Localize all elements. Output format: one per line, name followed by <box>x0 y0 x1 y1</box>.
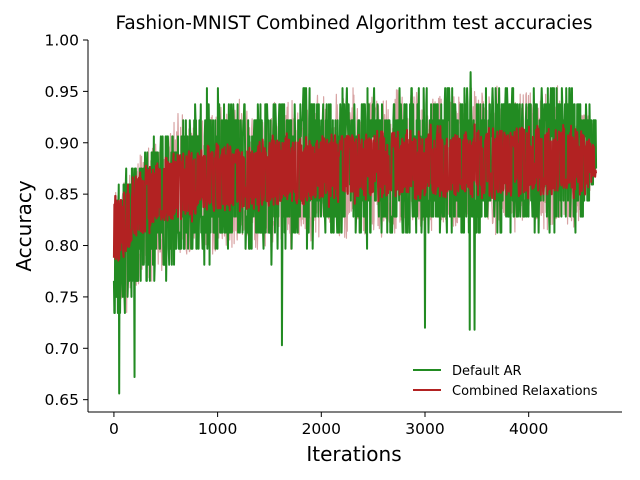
y-tick-label: 1.00 <box>44 32 79 50</box>
y-tick-label: 0.95 <box>44 83 79 101</box>
x-tick-label: 0 <box>109 420 119 438</box>
x-tick-label: 1000 <box>198 420 237 438</box>
y-tick-label: 0.90 <box>44 134 79 152</box>
y-tick-label: 0.65 <box>44 391 79 409</box>
x-axis-ticks: 0 1000 2000 3000 4000 <box>109 412 548 438</box>
series-line-combined-relaxations <box>112 123 598 262</box>
legend-label-default-ar: Default AR <box>452 364 522 379</box>
y-tick-label: 0.70 <box>44 340 79 358</box>
plot-area <box>112 71 598 395</box>
x-tick-label: 4000 <box>509 420 548 438</box>
y-tick-label: 0.75 <box>44 288 79 306</box>
legend-label-combined-relaxations: Combined Relaxations <box>452 384 598 399</box>
y-tick-label: 0.85 <box>44 186 79 204</box>
x-tick-label: 2000 <box>302 420 341 438</box>
series-line-default-ar <box>112 71 598 395</box>
chart-title: Fashion-MNIST Combined Algorithm test ac… <box>115 13 592 34</box>
x-tick-label: 3000 <box>405 420 444 438</box>
y-axis-label: Accuracy <box>12 180 36 271</box>
y-tick-label: 0.80 <box>44 237 79 255</box>
x-axis-label: Iterations <box>306 442 401 466</box>
legend: Default AR Combined Relaxations <box>413 364 598 399</box>
y-axis-ticks: 0.65 0.70 0.75 0.80 0.85 0.90 0.95 1.00 <box>44 32 88 409</box>
